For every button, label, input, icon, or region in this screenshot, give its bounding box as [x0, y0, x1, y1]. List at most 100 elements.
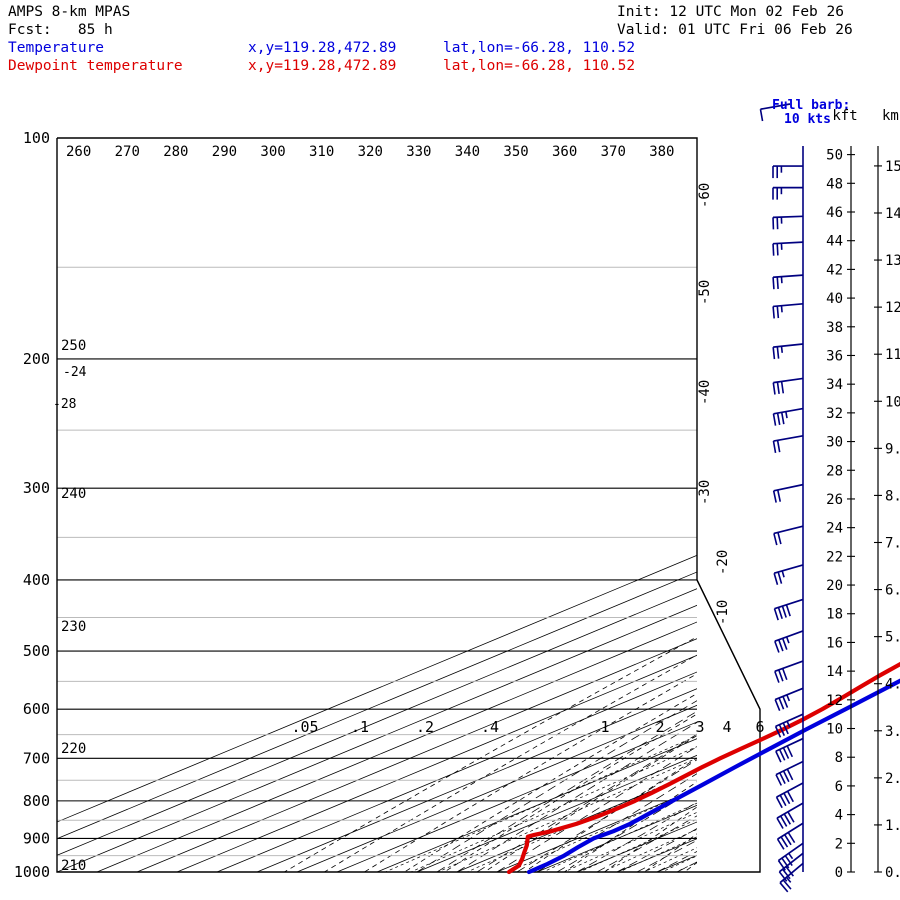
wind-barb — [775, 760, 804, 786]
dewpoint-latlon: lat,lon=-66.28, 110.52 — [443, 58, 636, 74]
temperature-xy: x,y=119.28,472.89 — [248, 40, 397, 56]
wind-barb — [772, 377, 804, 395]
kft-tick-label: 10 — [826, 722, 843, 738]
pressure-tick-label: 400 — [23, 571, 50, 589]
kft-tick-label: 12 — [826, 693, 843, 709]
theta-label-left: 250 — [61, 338, 86, 354]
kft-tick-label: 8 — [835, 750, 843, 766]
kft-tick-label: 16 — [826, 635, 843, 651]
wind-barb — [772, 483, 804, 503]
pressure-tick-label: 500 — [23, 642, 50, 660]
theta-label-top: 270 — [115, 144, 140, 160]
km-tick-label: 14. — [885, 206, 900, 222]
kft-axis-title: kft — [832, 108, 857, 124]
km-tick-label: 1. — [885, 818, 900, 834]
isotherm-label-left: -24 — [63, 365, 87, 380]
mixing-ratio-label: 1 — [600, 718, 609, 736]
mixing-ratio-label: .1 — [351, 718, 369, 736]
wind-barb — [772, 407, 804, 426]
theta-label-top: 370 — [601, 144, 626, 160]
kft-tick-label: 0 — [835, 865, 843, 881]
mixing-ratio-label: .05 — [291, 718, 318, 736]
right-isotherm-label: -40 — [697, 380, 713, 405]
right-isotherm-label: -10 — [715, 600, 731, 625]
pressure-tick-label: 200 — [23, 350, 50, 368]
kft-tick-label: 34 — [826, 377, 843, 393]
full-barb-legend-line1: Full barb: — [772, 98, 851, 113]
full-barb-legend-line2: 10 kts — [784, 112, 831, 127]
km-tick-label: 8. — [885, 488, 900, 504]
kft-tick-label: 24 — [826, 521, 843, 537]
kft-tick-label: 26 — [826, 492, 843, 508]
dewpoint-xy: x,y=119.28,472.89 — [248, 58, 397, 74]
pressure-tick-label: 700 — [23, 749, 50, 767]
wind-barb — [772, 434, 804, 453]
theta-label-left: 210 — [61, 858, 86, 874]
wind-barb — [772, 215, 804, 230]
isotherm-lines — [57, 554, 697, 872]
pressure-tick-label: 900 — [23, 829, 50, 847]
wind-barb — [775, 782, 804, 809]
mixing-ratio-label: .2 — [416, 718, 434, 736]
km-tick-label: 11. — [885, 347, 900, 363]
wind-barb — [774, 630, 804, 653]
km-tick-label: 15. — [885, 159, 900, 175]
plot-frame — [56, 137, 761, 873]
model-title: AMPS 8-km MPAS — [8, 4, 131, 20]
theta-label-top: 280 — [163, 144, 188, 160]
km-tick-label: 3. — [885, 724, 900, 740]
wind-barb — [776, 802, 804, 829]
theta-label-top: 340 — [455, 144, 480, 160]
mixing-ratio-label: 2 — [655, 718, 664, 736]
km-tick-label: 5. — [885, 630, 900, 646]
right-isotherm-label: -60 — [697, 183, 713, 208]
kft-tick-label: 28 — [826, 463, 843, 479]
kft-tick-label: 36 — [826, 348, 843, 364]
kft-tick-label: 18 — [826, 607, 843, 623]
kft-tick-label: 44 — [826, 234, 843, 250]
pressure-tick-label: 600 — [23, 700, 50, 718]
kft-tick-label: 32 — [826, 406, 843, 422]
theta-label-top: 290 — [212, 144, 237, 160]
theta-label-top: 300 — [260, 144, 285, 160]
wind-barb — [772, 343, 804, 360]
kft-tick-label: 48 — [826, 176, 843, 192]
temperature-curve — [526, 678, 900, 875]
km-tick-label: 13. — [885, 253, 900, 269]
theta-label-left: 220 — [61, 741, 86, 757]
mixing-ratio-label: 6 — [755, 718, 764, 736]
wind-barb — [774, 660, 804, 683]
mixing-ratio-lines — [385, 735, 697, 872]
wind-barb — [773, 564, 804, 585]
kft-tick-label: 46 — [826, 205, 843, 221]
pressure-tick-label: 300 — [23, 479, 50, 497]
kft-tick-label: 14 — [826, 664, 843, 680]
theta-label-top: 330 — [406, 144, 431, 160]
wind-barb — [772, 241, 804, 256]
km-tick-label: 0. — [885, 865, 900, 881]
altitude-axes — [847, 146, 882, 873]
theta-label-top: 360 — [552, 144, 577, 160]
wind-barb — [772, 186, 803, 200]
km-tick-label: 9. — [885, 441, 900, 457]
kft-tick-label: 6 — [835, 779, 843, 795]
mixing-ratio-label: 4 — [722, 718, 731, 736]
wind-barb — [759, 103, 791, 122]
theta-label-top: 320 — [358, 144, 383, 160]
kft-tick-label: 40 — [826, 291, 843, 307]
pressure-tick-label: 1000 — [14, 863, 50, 881]
right-isotherm-label: -20 — [715, 550, 731, 575]
wind-barb — [776, 822, 804, 850]
pressure-tick-label: 100 — [23, 129, 50, 147]
valid-time: Valid: 01 UTC Fri 06 Feb 26 — [617, 22, 853, 38]
wind-barb — [772, 165, 803, 179]
init-time: Init: 12 UTC Mon 02 Feb 26 — [617, 4, 844, 20]
wind-barb — [777, 842, 804, 871]
theta-label-top: 350 — [503, 144, 528, 160]
wind-barb — [772, 302, 804, 319]
mixing-ratio-label: 3 — [695, 718, 704, 736]
theta-label-top: 260 — [66, 144, 91, 160]
kft-tick-label: 38 — [826, 320, 843, 336]
